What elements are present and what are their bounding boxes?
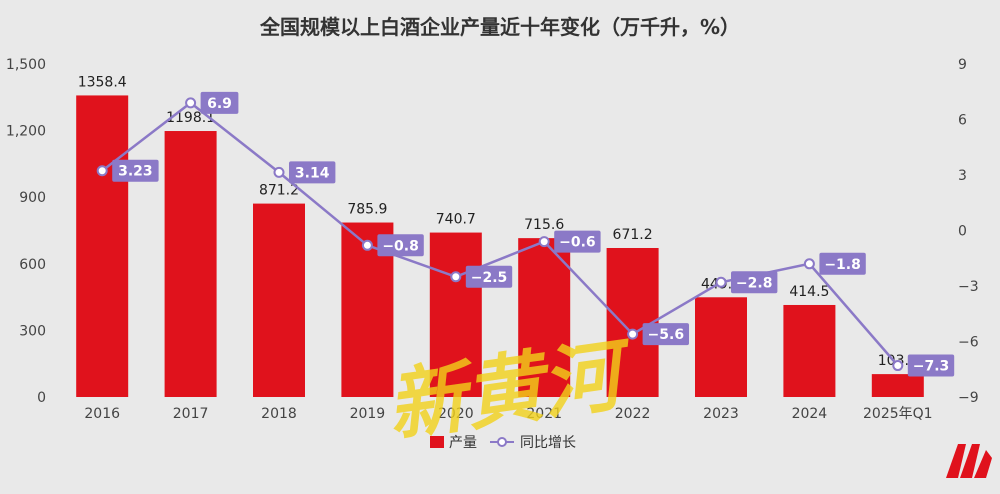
growth-point <box>450 271 462 283</box>
growth-value-badge <box>112 159 159 182</box>
growth-point <box>803 258 815 270</box>
x-axis-tick-label: 2023 <box>703 406 739 422</box>
right-axis-tick-label: 0 <box>958 224 967 240</box>
x-axis-tick-label: 2018 <box>261 406 297 422</box>
growth-point <box>538 236 550 248</box>
output-bar <box>871 374 924 397</box>
growth-line-series: 3.23 6.9 3.14 −0.8 −2.5 −0.6 −5.6 −2.8 −1.8 −7.3 <box>96 91 955 377</box>
x-axis-tick-label: 2024 <box>792 406 828 422</box>
growth-value-badge <box>200 91 239 114</box>
growth-value-label: −2.8 <box>736 275 773 291</box>
output-bar-value-label: 740.7 <box>436 212 476 228</box>
growth-value-badge <box>289 161 336 184</box>
x-axis: 2016 2017 2018 2019 2020 2021 2022 2023 2024 2025… <box>84 406 932 422</box>
output-bar <box>164 131 217 398</box>
growth-value-badge <box>377 234 424 257</box>
growth-value-badge <box>819 252 866 275</box>
output-bar <box>253 203 305 397</box>
logo-stroke-right <box>974 450 992 478</box>
output-bar-value-label: 785.9 <box>347 202 387 218</box>
left-axis-tick-label: 1,500 <box>6 57 46 73</box>
left-axis-tick-label: 900 <box>19 190 46 206</box>
output-bar-value-label: 414.5 <box>789 284 829 300</box>
growth-value-label: −7.3 <box>913 359 950 375</box>
growth-value-badge <box>907 354 955 377</box>
brand-logo <box>946 444 992 478</box>
watermark: 新黄河 <box>382 329 640 453</box>
legend-label-growth: 同比增长 <box>520 435 576 451</box>
watermark-lettering: 新黄河 <box>382 329 640 453</box>
growth-value-label: −2.5 <box>471 270 508 286</box>
growth-point <box>627 328 639 340</box>
output-bar <box>76 95 129 397</box>
growth-point <box>892 360 904 372</box>
right-axis-tick-label: −3 <box>958 279 979 295</box>
growth-value-badge <box>731 271 778 294</box>
growth-value-badge <box>642 323 689 346</box>
growth-value-badge <box>465 265 513 288</box>
legend-marker-growth <box>497 437 507 447</box>
output-bar-value-label: 1358.4 <box>78 74 127 90</box>
right-axis: −9 −6 −3 0 3 6 9 <box>958 57 979 406</box>
growth-point <box>96 165 108 177</box>
output-bar <box>783 304 836 397</box>
x-axis-tick-label: 2020 <box>438 406 474 422</box>
x-axis-tick-label: 2019 <box>350 406 386 422</box>
left-axis: 0 300 600 900 1,200 1,500 <box>6 57 46 406</box>
growth-point <box>273 166 285 178</box>
growth-value-label: −1.8 <box>824 257 861 273</box>
x-axis-tick-label: 2021 <box>526 406 562 422</box>
right-axis-tick-label: 6 <box>958 113 967 129</box>
right-axis-tick-label: 9 <box>958 57 967 73</box>
growth-point <box>185 97 197 109</box>
legend-label-output: 产量 <box>449 435 477 451</box>
growth-value-label: −0.6 <box>559 235 596 251</box>
left-axis-tick-label: 1,200 <box>6 124 46 140</box>
output-bar <box>429 232 482 397</box>
output-bar <box>695 297 747 397</box>
output-bar-value-label: 671.2 <box>613 227 653 243</box>
output-bar-value-label: 871.2 <box>259 183 299 199</box>
chart-title: 全国规模以上白酒企业产量近十年变化（万千升，%） <box>259 15 740 39</box>
logo-stroke-left <box>946 444 966 478</box>
right-axis-tick-label: −9 <box>958 390 979 406</box>
growth-value-badge <box>554 230 601 253</box>
growth-line <box>101 101 899 367</box>
growth-value-label: −5.6 <box>648 327 685 343</box>
growth-value-label: 3.23 <box>118 164 153 180</box>
legend: 产量 同比增长 <box>430 435 576 451</box>
x-axis-tick-label: 2022 <box>615 406 651 422</box>
left-axis-tick-label: 0 <box>37 390 46 406</box>
left-axis-tick-label: 300 <box>19 323 46 339</box>
output-bar <box>518 238 571 397</box>
logo-stroke-mid <box>960 444 980 478</box>
legend-swatch-output <box>430 436 444 448</box>
left-axis-tick-label: 600 <box>19 257 46 273</box>
growth-value-label: −0.8 <box>382 238 419 254</box>
output-bar-value-label: 715.6 <box>524 217 564 233</box>
x-axis-tick-label: 2025年Q1 <box>863 406 933 422</box>
bar-series <box>76 95 924 398</box>
x-axis-tick-label: 2016 <box>84 406 120 422</box>
growth-point <box>361 239 373 251</box>
right-axis-tick-label: 3 <box>958 168 967 184</box>
growth-value-label: 3.14 <box>295 165 330 181</box>
right-axis-tick-label: −6 <box>958 335 979 351</box>
x-axis-tick-label: 2017 <box>173 406 209 422</box>
growth-point <box>715 276 727 288</box>
growth-value-label: 6.9 <box>207 96 232 112</box>
